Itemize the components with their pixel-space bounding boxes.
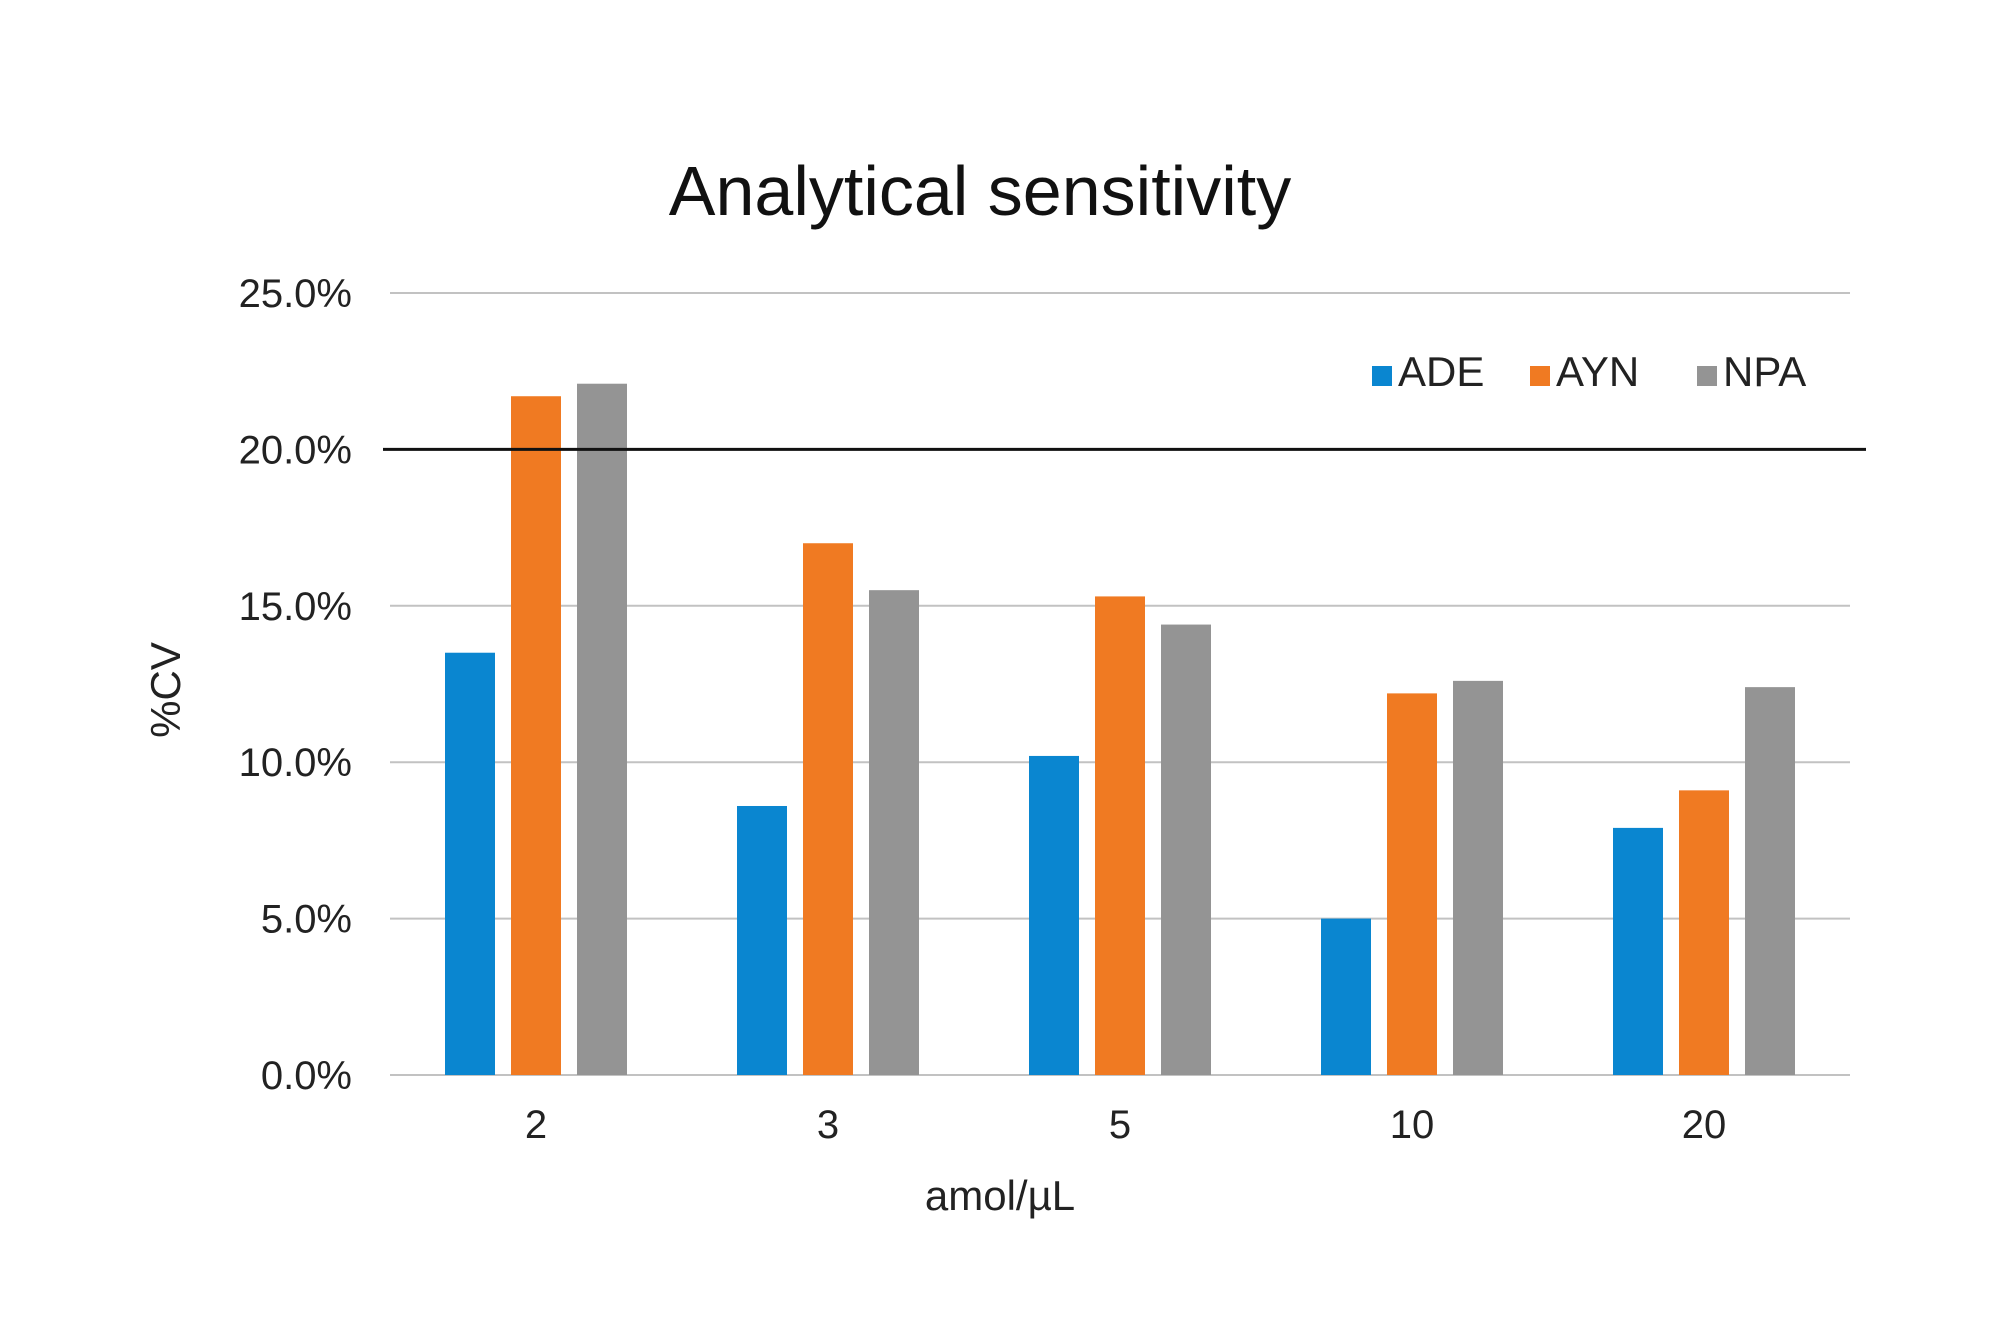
bar-ayn-5 bbox=[1095, 596, 1145, 1075]
legend-swatch-npa bbox=[1697, 366, 1717, 386]
bar-ayn-20 bbox=[1679, 790, 1729, 1075]
legend-label-npa: NPA bbox=[1723, 348, 1806, 395]
bar-npa-3 bbox=[869, 590, 919, 1075]
y-tick-label: 20.0% bbox=[239, 428, 352, 472]
bar-ade-20 bbox=[1613, 827, 1663, 1075]
legend-swatch-ade bbox=[1372, 366, 1392, 386]
bar-ade-2 bbox=[445, 652, 495, 1075]
bar-npa-2 bbox=[577, 383, 627, 1075]
y-axis-ticks: 0.0% 5.0% 10.0% 15.0% 20.0% 25.0% bbox=[239, 272, 352, 1098]
bar-npa-5 bbox=[1161, 624, 1211, 1075]
bar-ayn-10 bbox=[1387, 693, 1437, 1075]
bar-ade-5 bbox=[1029, 755, 1079, 1075]
x-tick-label: 20 bbox=[1682, 1103, 1727, 1147]
x-tick-label: 2 bbox=[525, 1103, 547, 1147]
x-tick-label: 10 bbox=[1390, 1103, 1435, 1147]
bar-ayn-3 bbox=[803, 543, 853, 1075]
bar-npa-20 bbox=[1745, 687, 1795, 1075]
x-tick-label: 3 bbox=[817, 1103, 839, 1147]
bar-npa-10 bbox=[1453, 680, 1503, 1075]
legend-label-ade: ADE bbox=[1398, 348, 1484, 395]
y-tick-label: 5.0% bbox=[261, 898, 352, 942]
x-tick-label: 5 bbox=[1109, 1103, 1131, 1147]
y-tick-label: 10.0% bbox=[239, 741, 352, 785]
legend-label-ayn: AYN bbox=[1556, 348, 1639, 395]
bar-ayn-2 bbox=[511, 396, 561, 1075]
y-tick-label: 0.0% bbox=[261, 1054, 352, 1098]
bar-ade-3 bbox=[737, 805, 787, 1075]
legend-swatch-ayn bbox=[1530, 366, 1550, 386]
x-axis-label: amol/µL bbox=[925, 1172, 1075, 1219]
chart-title: Analytical sensitivity bbox=[669, 152, 1291, 230]
y-axis-label: %CV bbox=[142, 642, 189, 738]
y-tick-label: 25.0% bbox=[239, 272, 352, 316]
legend: ADE AYN NPA bbox=[1372, 348, 1806, 395]
x-axis-ticks: 2 3 5 10 20 bbox=[525, 1103, 1726, 1147]
bar-ade-10 bbox=[1321, 918, 1371, 1075]
bars bbox=[445, 383, 1795, 1075]
y-tick-label: 15.0% bbox=[239, 585, 352, 629]
